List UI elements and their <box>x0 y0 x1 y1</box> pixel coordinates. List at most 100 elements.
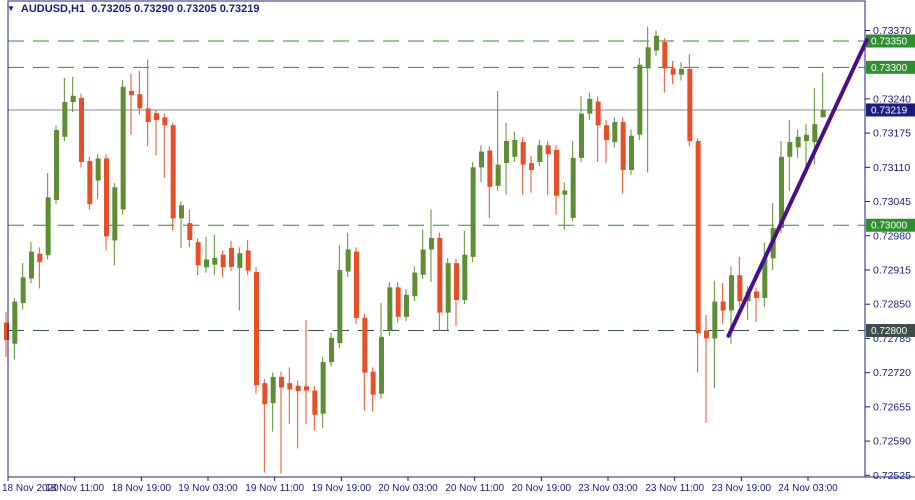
candle <box>512 131 518 163</box>
candles-layer <box>4 26 826 474</box>
candle-body <box>695 141 701 334</box>
candle-body <box>587 98 593 114</box>
candle-body <box>820 109 826 118</box>
candle-body <box>728 275 734 311</box>
price-badge-label: 0.73219 <box>871 105 908 116</box>
candle <box>687 54 693 147</box>
time-tick-label: 20 Nov 11:00 <box>445 483 504 494</box>
price-badge-label: 0.73350 <box>871 37 908 48</box>
candle-body <box>120 86 126 210</box>
symbol-dropdown-icon[interactable]: ▼ <box>7 4 15 13</box>
candle <box>637 57 643 140</box>
time-tick-label: 18 Nov 19:00 <box>112 483 172 494</box>
candle-body <box>487 150 493 187</box>
price-badge-0.73350: 0.73350 <box>866 34 915 48</box>
price-tick-label: 0.73370 <box>873 25 911 37</box>
candle <box>478 145 484 183</box>
candle-body <box>112 187 118 241</box>
candle <box>270 372 276 432</box>
time-tick-label: 18 Nov 11:00 <box>45 483 104 494</box>
candle <box>645 26 651 173</box>
candle <box>178 201 184 248</box>
plot-frame <box>7 0 866 478</box>
candle <box>737 256 743 307</box>
candle-body <box>153 113 159 120</box>
candle-body <box>178 205 184 219</box>
candle <box>228 241 234 272</box>
candle <box>145 59 151 147</box>
candle <box>678 62 684 81</box>
candle <box>20 263 26 310</box>
time-tick-label: 24 Nov 03:00 <box>778 483 838 494</box>
candle <box>670 61 676 85</box>
candle-body <box>495 164 501 186</box>
candle-body <box>428 237 434 250</box>
candle-body <box>87 161 93 205</box>
candle <box>320 356 326 429</box>
candle <box>128 73 134 135</box>
price-tick-label: 0.72915 <box>873 264 911 276</box>
candle <box>137 71 143 115</box>
candle-body <box>287 383 293 390</box>
candle <box>237 247 243 311</box>
candle <box>495 91 501 192</box>
candle-body <box>553 149 559 196</box>
candle-body <box>220 254 226 268</box>
candle <box>312 386 318 431</box>
candle-body <box>145 108 151 123</box>
candle <box>428 209 434 283</box>
price-axis[interactable]: 0.73370 0.73240 0.73175 0.73110 0.73045 0.729… <box>865 25 915 482</box>
candle-body <box>753 291 759 298</box>
candle-body <box>403 294 409 317</box>
candle <box>537 139 543 167</box>
candle <box>4 312 9 357</box>
candle <box>28 242 34 284</box>
candle <box>212 234 218 275</box>
price-badge-0.72800: 0.72800 <box>866 324 915 338</box>
candle-body <box>337 269 343 344</box>
candle-body <box>12 301 18 344</box>
candle-body <box>28 251 34 279</box>
trendline[interactable] <box>726 37 869 338</box>
candle-body <box>20 277 26 304</box>
candle <box>187 209 193 248</box>
candle-body <box>503 141 509 164</box>
candle <box>545 141 551 195</box>
candle-body <box>812 124 818 143</box>
candle <box>370 367 376 412</box>
candle <box>295 380 301 449</box>
candle-body <box>653 35 659 51</box>
candle <box>403 289 409 322</box>
candle-body <box>712 301 718 339</box>
candle <box>345 232 351 277</box>
candle <box>337 245 343 349</box>
price-tick-label: 0.73110 <box>873 162 910 174</box>
candle-body <box>462 254 468 300</box>
candle-body <box>37 253 43 263</box>
candle <box>595 96 601 163</box>
candle <box>787 119 793 192</box>
candle-body <box>437 237 443 313</box>
time-tick-label: 23 Nov 11:00 <box>645 483 704 494</box>
candle <box>528 155 534 193</box>
candle <box>170 122 176 231</box>
candle-body <box>670 68 676 75</box>
time-tick-label: 23 Nov 03:00 <box>578 483 638 494</box>
candle <box>628 129 634 176</box>
candle <box>437 232 443 331</box>
candle <box>520 136 526 195</box>
candle-body <box>445 263 451 313</box>
candle-body <box>545 145 551 155</box>
candle-body <box>353 251 359 318</box>
time-tick-label: 19 Nov 11:00 <box>245 483 304 494</box>
candle-body <box>170 125 176 219</box>
candle <box>462 230 468 305</box>
candle-body <box>137 94 143 109</box>
candle-body <box>420 249 426 275</box>
candle-body <box>295 385 301 392</box>
candle <box>453 258 459 327</box>
candle-body <box>620 122 626 170</box>
candle-body <box>678 68 684 75</box>
